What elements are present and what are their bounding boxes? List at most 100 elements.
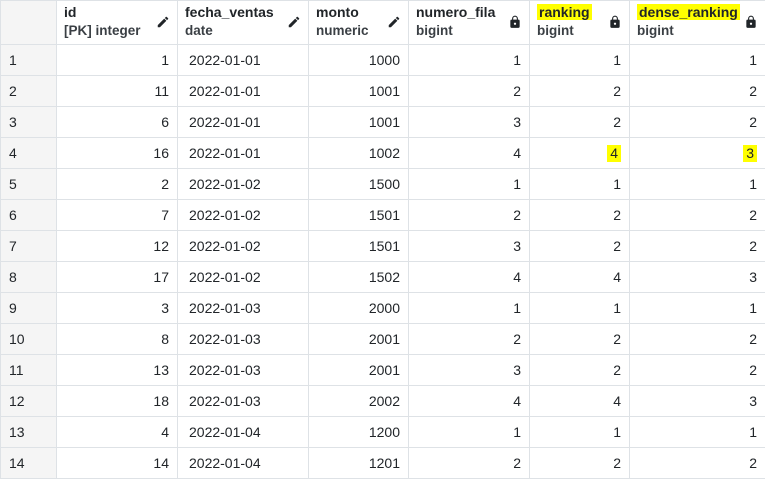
cell-id[interactable]: 18 xyxy=(56,385,178,417)
table-row[interactable]: 6 7 2022-01-02 1501 2 2 2 xyxy=(0,199,765,231)
cell-numero-fila[interactable]: 3 xyxy=(408,106,530,138)
cell-dense-ranking[interactable]: 3 xyxy=(629,385,765,417)
table-row[interactable]: 14 14 2022-01-04 1201 2 2 2 xyxy=(0,447,765,479)
cell-dense-ranking[interactable]: 1 xyxy=(629,416,765,448)
cell-monto[interactable]: 1002 xyxy=(308,137,409,169)
cell-dense-ranking[interactable]: 3 xyxy=(629,137,765,169)
cell-monto[interactable]: 1200 xyxy=(308,416,409,448)
cell-fecha-ventas[interactable]: 2022-01-01 xyxy=(177,137,309,169)
table-row[interactable]: 9 3 2022-01-03 2000 1 1 1 xyxy=(0,292,765,324)
cell-dense-ranking[interactable]: 1 xyxy=(629,168,765,200)
cell-fecha-ventas[interactable]: 2022-01-03 xyxy=(177,323,309,355)
cell-monto[interactable]: 2001 xyxy=(308,323,409,355)
cell-numero-fila[interactable]: 4 xyxy=(408,261,530,293)
cell-numero-fila[interactable]: 4 xyxy=(408,385,530,417)
cell-monto[interactable]: 2002 xyxy=(308,385,409,417)
cell-fecha-ventas[interactable]: 2022-01-03 xyxy=(177,385,309,417)
cell-ranking[interactable]: 2 xyxy=(529,230,630,262)
cell-ranking[interactable]: 2 xyxy=(529,106,630,138)
cell-dense-ranking[interactable]: 2 xyxy=(629,230,765,262)
cell-fecha-ventas[interactable]: 2022-01-04 xyxy=(177,447,309,479)
cell-fecha-ventas[interactable]: 2022-01-01 xyxy=(177,75,309,107)
cell-dense-ranking[interactable]: 2 xyxy=(629,75,765,107)
cell-numero-fila[interactable]: 2 xyxy=(408,323,530,355)
cell-fecha-ventas[interactable]: 2022-01-03 xyxy=(177,292,309,324)
cell-numero-fila[interactable]: 1 xyxy=(408,292,530,324)
column-header-fecha-ventas[interactable]: fecha_ventas date xyxy=(177,0,309,45)
cell-id[interactable]: 2 xyxy=(56,168,178,200)
column-header-numero-fila[interactable]: numero_fila bigint xyxy=(408,0,530,45)
cell-ranking[interactable]: 4 xyxy=(529,385,630,417)
cell-numero-fila[interactable]: 1 xyxy=(408,416,530,448)
cell-numero-fila[interactable]: 3 xyxy=(408,230,530,262)
cell-dense-ranking[interactable]: 2 xyxy=(629,447,765,479)
cell-monto[interactable]: 2001 xyxy=(308,354,409,386)
table-row[interactable]: 7 12 2022-01-02 1501 3 2 2 xyxy=(0,230,765,262)
cell-ranking[interactable]: 2 xyxy=(529,354,630,386)
pencil-icon[interactable] xyxy=(387,14,401,30)
pencil-icon[interactable] xyxy=(156,14,170,30)
cell-id[interactable]: 1 xyxy=(56,44,178,76)
cell-dense-ranking[interactable]: 2 xyxy=(629,199,765,231)
cell-monto[interactable]: 1502 xyxy=(308,261,409,293)
table-row[interactable]: 3 6 2022-01-01 1001 3 2 2 xyxy=(0,106,765,138)
table-row[interactable]: 10 8 2022-01-03 2001 2 2 2 xyxy=(0,323,765,355)
column-header-monto[interactable]: monto numeric xyxy=(308,0,409,45)
table-row[interactable]: 2 11 2022-01-01 1001 2 2 2 xyxy=(0,75,765,107)
cell-dense-ranking[interactable]: 1 xyxy=(629,44,765,76)
cell-numero-fila[interactable]: 2 xyxy=(408,199,530,231)
cell-monto[interactable]: 1001 xyxy=(308,75,409,107)
cell-id[interactable]: 8 xyxy=(56,323,178,355)
cell-monto[interactable]: 1201 xyxy=(308,447,409,479)
cell-ranking[interactable]: 1 xyxy=(529,292,630,324)
cell-ranking[interactable]: 1 xyxy=(529,168,630,200)
cell-dense-ranking[interactable]: 2 xyxy=(629,323,765,355)
cell-id[interactable]: 16 xyxy=(56,137,178,169)
cell-id[interactable]: 3 xyxy=(56,292,178,324)
cell-id[interactable]: 12 xyxy=(56,230,178,262)
table-row[interactable]: 5 2 2022-01-02 1500 1 1 1 xyxy=(0,168,765,200)
cell-monto[interactable]: 1500 xyxy=(308,168,409,200)
cell-monto[interactable]: 1501 xyxy=(308,199,409,231)
table-row[interactable]: 12 18 2022-01-03 2002 4 4 3 xyxy=(0,385,765,417)
cell-monto[interactable]: 1001 xyxy=(308,106,409,138)
cell-fecha-ventas[interactable]: 2022-01-03 xyxy=(177,354,309,386)
column-header-dense-ranking[interactable]: dense_ranking bigint xyxy=(629,0,765,45)
cell-numero-fila[interactable]: 3 xyxy=(408,354,530,386)
cell-numero-fila[interactable]: 1 xyxy=(408,44,530,76)
pencil-icon[interactable] xyxy=(287,14,301,30)
cell-monto[interactable]: 1501 xyxy=(308,230,409,262)
table-row[interactable]: 8 17 2022-01-02 1502 4 4 3 xyxy=(0,261,765,293)
cell-id[interactable]: 17 xyxy=(56,261,178,293)
cell-dense-ranking[interactable]: 3 xyxy=(629,261,765,293)
cell-fecha-ventas[interactable]: 2022-01-01 xyxy=(177,44,309,76)
cell-id[interactable]: 7 xyxy=(56,199,178,231)
cell-dense-ranking[interactable]: 2 xyxy=(629,354,765,386)
cell-fecha-ventas[interactable]: 2022-01-04 xyxy=(177,416,309,448)
cell-ranking[interactable]: 2 xyxy=(529,75,630,107)
cell-fecha-ventas[interactable]: 2022-01-02 xyxy=(177,230,309,262)
cell-fecha-ventas[interactable]: 2022-01-02 xyxy=(177,261,309,293)
cell-ranking[interactable]: 2 xyxy=(529,199,630,231)
cell-ranking[interactable]: 1 xyxy=(529,44,630,76)
cell-ranking[interactable]: 1 xyxy=(529,416,630,448)
cell-ranking[interactable]: 4 xyxy=(529,261,630,293)
cell-ranking[interactable]: 4 xyxy=(529,137,630,169)
cell-monto[interactable]: 1000 xyxy=(308,44,409,76)
cell-numero-fila[interactable]: 1 xyxy=(408,168,530,200)
cell-monto[interactable]: 2000 xyxy=(308,292,409,324)
cell-id[interactable]: 4 xyxy=(56,416,178,448)
cell-fecha-ventas[interactable]: 2022-01-02 xyxy=(177,168,309,200)
cell-numero-fila[interactable]: 4 xyxy=(408,137,530,169)
table-row[interactable]: 13 4 2022-01-04 1200 1 1 1 xyxy=(0,416,765,448)
table-row[interactable]: 1 1 2022-01-01 1000 1 1 1 xyxy=(0,44,765,76)
cell-ranking[interactable]: 2 xyxy=(529,323,630,355)
cell-fecha-ventas[interactable]: 2022-01-01 xyxy=(177,106,309,138)
cell-id[interactable]: 13 xyxy=(56,354,178,386)
cell-numero-fila[interactable]: 2 xyxy=(408,75,530,107)
cell-numero-fila[interactable]: 2 xyxy=(408,447,530,479)
table-row[interactable]: 11 13 2022-01-03 2001 3 2 2 xyxy=(0,354,765,386)
table-row[interactable]: 4 16 2022-01-01 1002 4 4 3 xyxy=(0,137,765,169)
cell-fecha-ventas[interactable]: 2022-01-02 xyxy=(177,199,309,231)
cell-id[interactable]: 6 xyxy=(56,106,178,138)
